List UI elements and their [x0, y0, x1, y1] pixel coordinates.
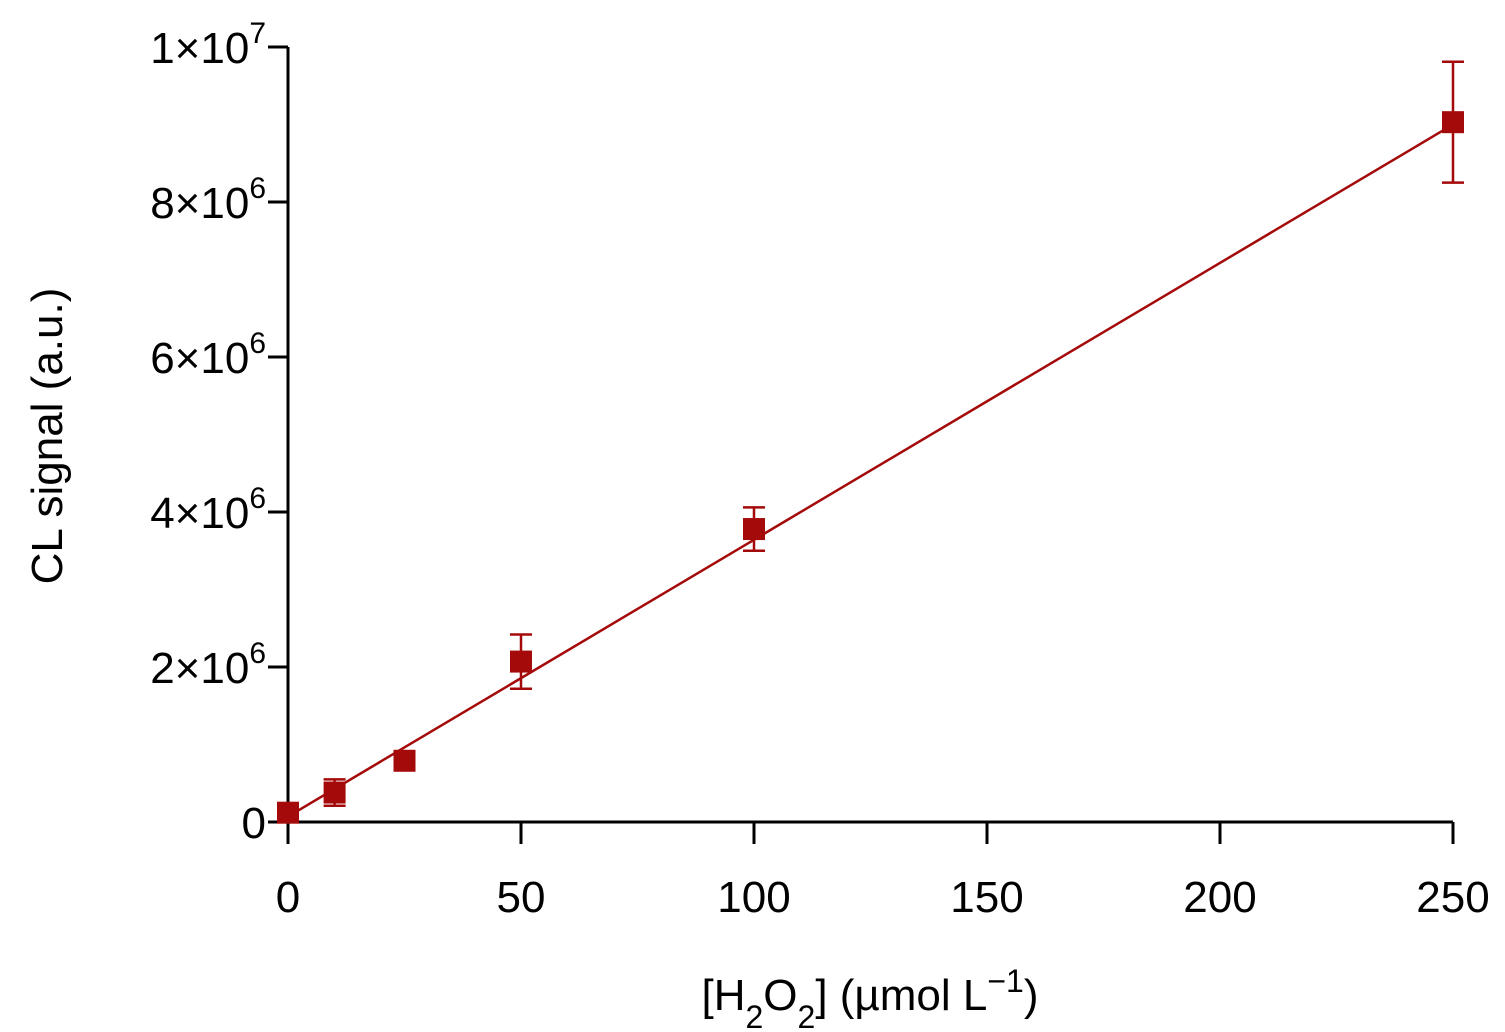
y-tick-label: 2×106: [150, 637, 266, 693]
data-point: [510, 650, 532, 673]
fit-line: [287, 123, 1454, 818]
y-tick-label: 0: [242, 799, 266, 848]
data-point: [323, 781, 346, 804]
x-axis-label-part: O: [763, 971, 797, 1020]
y-tick-label: 4×106: [150, 482, 266, 538]
x-axis-label-sub: 2: [745, 999, 763, 1032]
x-tick-label: 100: [717, 873, 790, 922]
y-tick-label-base: 1×10: [150, 24, 249, 73]
data-point-group: [323, 778, 346, 807]
data-point-group: [1442, 60, 1464, 184]
x-axis-label-part: ): [1024, 971, 1039, 1020]
x-axis-label-sub: 2: [798, 999, 816, 1032]
fit-line-group: [287, 123, 1454, 818]
x-tick-label: 0: [276, 873, 300, 922]
x-tick-label: 150: [950, 873, 1023, 922]
data-point: [393, 749, 416, 772]
y-axis-label: CL signal (a.u.): [23, 288, 72, 585]
y-tick-label-base: 8×10: [150, 179, 249, 228]
y-tick-label-exponent: 6: [249, 482, 266, 515]
x-ticks: 0 50 100 150 200 250: [276, 822, 1490, 922]
axes: [286, 47, 1453, 824]
x-axis-label: [H2O2] (µmol L−1): [701, 963, 1038, 1032]
data-point-group: [510, 633, 532, 690]
y-tick-label-exponent: 6: [249, 637, 266, 670]
y-tick-label-exponent: 7: [249, 17, 266, 50]
y-tick-label: 1×107: [150, 17, 266, 73]
data-point: [1442, 111, 1464, 134]
x-axis-label-sup: −1: [987, 963, 1023, 999]
y-tick-label-base: 0: [242, 799, 266, 848]
y-tick-label-exponent: 6: [249, 327, 266, 360]
data-points: [277, 60, 1464, 824]
y-tick-label: 6×106: [150, 327, 266, 383]
y-tick-label-exponent: 6: [249, 172, 266, 205]
data-point-group: [743, 506, 765, 552]
y-tick-label-base: 2×10: [150, 644, 249, 693]
data-point-group: [393, 749, 416, 772]
data-point: [743, 518, 765, 541]
data-point: [277, 801, 299, 824]
y-tick-label: 8×106: [150, 172, 266, 228]
y-tick-label-base: 6×10: [150, 334, 249, 383]
x-axis-label-part: [H: [701, 971, 745, 1020]
data-point-group: [277, 801, 299, 824]
x-tick-label: 250: [1416, 873, 1489, 922]
x-tick-label: 200: [1183, 873, 1256, 922]
x-tick-label: 50: [497, 873, 546, 922]
x-axis-label-part: ] (µmol L: [815, 971, 987, 1020]
y-tick-label-base: 4×10: [150, 489, 249, 538]
